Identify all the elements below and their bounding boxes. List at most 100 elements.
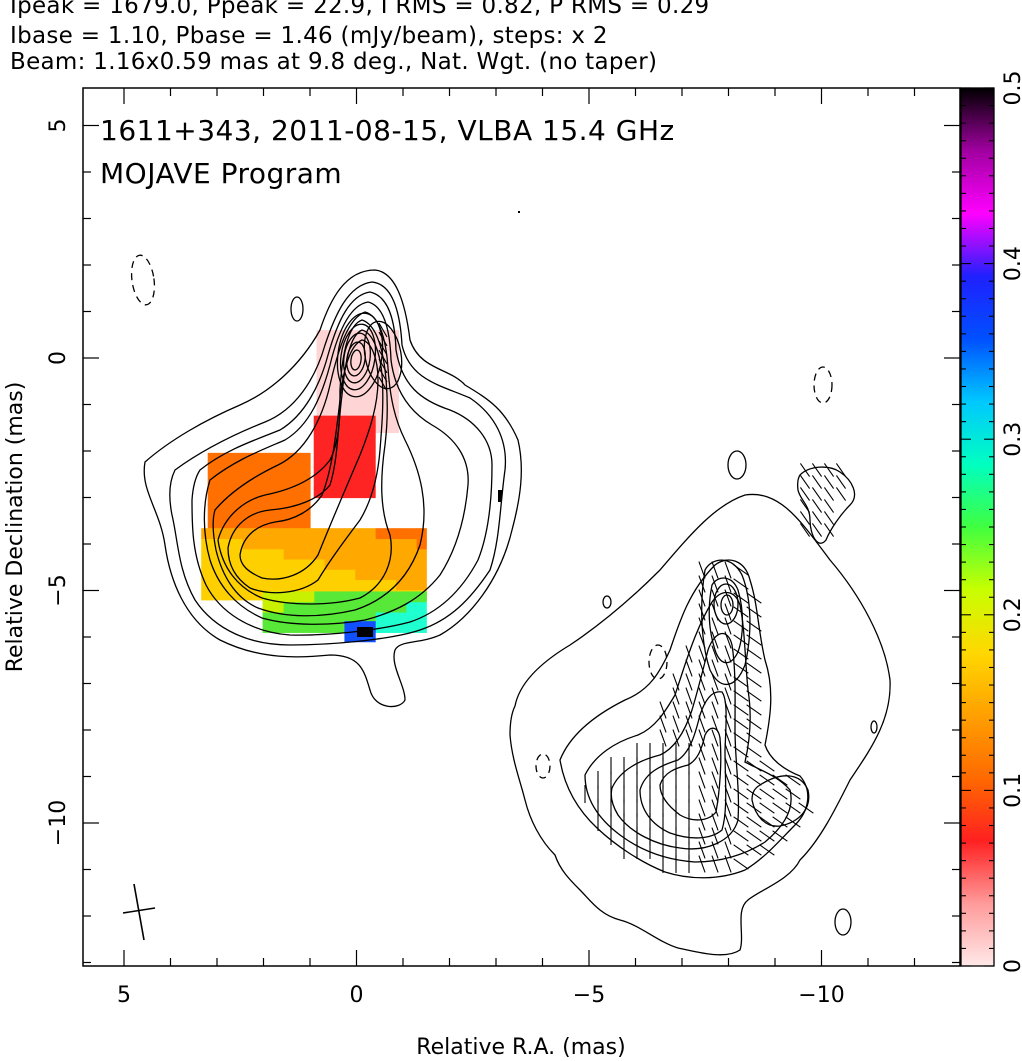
fracpol-pixel [367,340,379,352]
evpa-tick [823,487,835,501]
fracpol-pixel [272,558,284,570]
fracpol-pixel [269,473,280,485]
evpa-tick [746,816,762,828]
evpa-tick [746,648,762,660]
x-tick-labels: 5 0 −5 −10 [117,983,845,1008]
fracpol-region-inner-jet-upper [207,452,311,536]
evpa-tick [711,701,719,719]
fracpol-pixel [242,548,253,560]
fracpol-pixel [344,446,356,458]
fracpol-pixel [416,558,427,570]
fracpol-pixel [207,463,219,474]
fracpol-pixel [323,579,335,591]
fracpol-pixel [289,483,301,495]
fracpol-pixel [283,528,294,540]
evpa-tick [685,673,693,691]
evpa-tick [759,788,775,800]
evpa-tick [698,645,706,663]
fracpol-pixel [326,330,338,341]
fracpol-pixel [385,591,397,603]
fracpol-pixel [283,558,294,570]
fracpol-region-jet-neck [313,415,376,499]
colorbar-tick-label: 0.5 [1001,71,1022,106]
fracpol-pixel [334,591,346,603]
fracpol-pixel [334,446,346,458]
fracpol-pixel [231,589,243,601]
evpa-tick [711,561,719,579]
fracpol-pixel [364,621,376,633]
fracpol-pixel [323,415,335,427]
fracpol-pixel [354,436,366,447]
fracpol-pixel [221,589,233,601]
fracpol-pixel [313,538,325,550]
evpa-tick [711,827,719,845]
fracpol-pixel [258,504,270,515]
fracpol-pixel [347,401,359,413]
fracpol-pixel [221,538,233,550]
fracpol-pixel [231,558,243,570]
fracpol-pixel [316,330,328,341]
fracpol-pixel [228,483,239,495]
evpa-tick [746,774,762,786]
fracpol-pixel [354,538,366,550]
fracpol-pixel [395,548,407,560]
evpa-tick [733,816,749,828]
fracpol-pixel [283,611,294,623]
fracpol-pixel [207,473,219,485]
fracpol-pixel [207,452,219,464]
fracpol-pixel [326,360,338,372]
fracpol-pixel [293,558,305,570]
evpa-tick [672,701,680,719]
fracpol-pixel [354,601,366,613]
fracpol-pixel [377,340,389,352]
evpa-tick [672,687,680,705]
evpa-tick [772,788,788,800]
evpa-tick [759,844,775,856]
fracpol-pixel [334,569,346,580]
fracpol-pixel [313,487,325,499]
fracpol-pixel [252,558,264,570]
fracpol-pixel [364,548,376,560]
fracpol-pixel [303,579,315,591]
evpa-tick [785,774,801,786]
fracpol-pixel [293,579,305,591]
fracpol-pixel [416,538,427,550]
fracpol-pixel [238,483,250,495]
fracpol-pixel [283,548,294,560]
fracpol-pixel [357,330,369,341]
fracpol-pixel [354,621,366,633]
evpa-tick [378,376,388,392]
fracpol-pixel [313,477,325,488]
fracpol-pixel [211,538,223,550]
fracpol-pixel [416,591,427,603]
fracpol-pixel [354,579,366,591]
x-tick-label: −10 [798,983,844,1008]
evpa-tick [724,813,732,831]
fracpol-pixel [248,483,260,495]
fracpol-pixel [323,425,335,437]
evpa-tick [746,802,762,814]
fracpol-pixel [293,591,305,603]
evpa-tick [772,830,788,842]
fracpol-pixel [388,350,399,362]
evpa-tick [772,802,788,814]
fracpol-pixel [385,569,397,580]
fracpol-pixel [313,436,325,447]
fracpol-pixel [405,579,417,591]
fracpol-pixel [252,579,264,591]
fracpol-pixel [405,528,417,540]
y-axis-title: Relative Declination (mas) [3,382,28,673]
evpa-tick [724,589,732,607]
fracpol-pixel [354,611,366,623]
fracpol-pixel [279,463,291,474]
evpa-tick [724,701,732,719]
fracpol-pixel [303,538,315,550]
fracpol-pixel [299,452,311,464]
fracpol-pixel [375,579,386,591]
contour-core-9 [336,312,384,398]
fracpol-pixel [344,548,356,560]
evpa-tick [746,718,762,730]
fracpol-pixel [334,538,346,550]
fracpol-pixel [364,601,376,613]
